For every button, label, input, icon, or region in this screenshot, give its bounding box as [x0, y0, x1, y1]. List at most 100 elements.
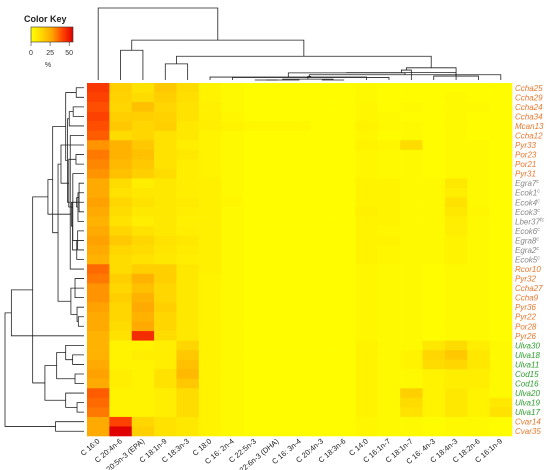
heatmap-cell [422, 311, 446, 322]
row-dendrogram-branch [74, 278, 84, 299]
heatmap-cell [109, 264, 133, 275]
heatmap-cell [310, 149, 334, 160]
row-label: Egra2c [515, 246, 539, 255]
heatmap-cell [265, 216, 289, 227]
row-label: Ulva19 [515, 399, 540, 408]
heatmap-cell [243, 273, 267, 284]
heatmap-cell [176, 264, 200, 275]
row-dendrogram-branch [4, 312, 56, 427]
heatmap-cell [243, 321, 267, 332]
heatmap-cell [154, 207, 177, 217]
heatmap-cell [154, 321, 177, 332]
heatmap-cell [154, 111, 177, 122]
heatmap-cell [377, 254, 401, 265]
heatmap-cell [489, 111, 513, 122]
heatmap-cell [87, 197, 110, 208]
heatmap-cell [221, 302, 244, 313]
heatmap-cell [489, 369, 513, 380]
heatmap-cell [310, 187, 334, 198]
heatmap-cell [444, 140, 468, 151]
heatmap-cell [109, 302, 133, 313]
heatmap-cell [422, 340, 446, 351]
heatmap-cell [221, 331, 244, 341]
heatmap-cell [87, 149, 110, 160]
heatmap-cell [467, 140, 490, 151]
heatmap-cell [288, 350, 311, 360]
heatmap-cell [221, 340, 244, 351]
heatmap-cell [333, 407, 356, 418]
column-dendrogram-branch [120, 49, 144, 80]
heatmap-cell [422, 426, 446, 437]
heatmap-cell [198, 235, 222, 246]
heatmap-cell [310, 130, 334, 141]
heatmap-cell [243, 111, 267, 122]
heatmap-cell [176, 216, 200, 227]
heatmap-cell [198, 416, 222, 427]
heatmap-cell [221, 92, 244, 103]
heatmap-cell [109, 83, 133, 93]
heatmap-cell [243, 121, 267, 132]
heatmap-cell [422, 264, 446, 275]
heatmap-cell [400, 397, 423, 408]
heatmap-cell [288, 83, 311, 93]
heatmap-cell [198, 92, 222, 103]
heatmap-cell [377, 407, 401, 418]
heatmap-cell [265, 159, 289, 170]
row-label: Ccha27 [515, 284, 543, 293]
heatmap-cell [444, 111, 468, 122]
heatmap-cell [333, 331, 356, 341]
heatmap-cell [243, 426, 267, 437]
heatmap-cell [243, 311, 267, 322]
heatmap-cell [176, 130, 200, 141]
heatmap-cell [310, 111, 334, 122]
heatmap-cell [333, 359, 356, 370]
column-dendrogram-branch [287, 72, 406, 78]
row-label: Ccha12 [515, 131, 543, 140]
row-dendrogram-branch [60, 144, 84, 184]
heatmap-cell [310, 302, 334, 313]
heatmap-cell [489, 149, 513, 160]
heatmap-cell [198, 311, 222, 322]
heatmap-cell [221, 426, 244, 437]
heatmap-cell [221, 283, 244, 294]
heatmap-cell [489, 302, 513, 313]
heatmap-cell [467, 331, 490, 341]
heatmap-cell [109, 235, 133, 246]
heatmap-cell [467, 359, 490, 370]
heatmap-cell [198, 245, 222, 256]
heatmap-cell [198, 331, 222, 341]
column-dendrogram-branch [176, 55, 432, 68]
heatmap-cell [377, 321, 401, 332]
heatmap-cell [154, 197, 177, 208]
heatmap-cell [422, 216, 446, 227]
heatmap-cell [377, 264, 401, 275]
heatmap-cell [109, 407, 133, 418]
heatmap-cell [489, 340, 513, 351]
heatmap-cell [131, 92, 155, 103]
heatmap-cell [243, 207, 267, 217]
heatmap-cell [422, 121, 446, 132]
heatmap-cell [176, 378, 200, 389]
heatmap-cell [87, 426, 110, 437]
heatmap-cell [310, 83, 334, 93]
heatmap-cell [109, 102, 133, 112]
heatmap-cell [422, 197, 446, 208]
heatmap-cell [489, 197, 513, 208]
heatmap-cell [288, 388, 311, 399]
heatmap-cell [109, 369, 133, 380]
heatmap-cell [377, 283, 401, 294]
heatmap-cell [109, 273, 133, 284]
heatmap-cell [243, 245, 267, 256]
heatmap-cell [176, 283, 200, 294]
heatmap-cell [400, 254, 423, 265]
heatmap-cell [154, 311, 177, 322]
heatmap-cell [467, 378, 490, 389]
heatmap-cell [489, 83, 513, 93]
heatmap-cell [288, 378, 311, 389]
heatmap-cell [422, 302, 446, 313]
row-dendrogram-branch [76, 306, 84, 322]
heatmap-cell [377, 292, 401, 303]
heatmap-cell [489, 311, 513, 322]
heatmap-cell [444, 92, 468, 103]
heatmap-cell [400, 83, 423, 93]
